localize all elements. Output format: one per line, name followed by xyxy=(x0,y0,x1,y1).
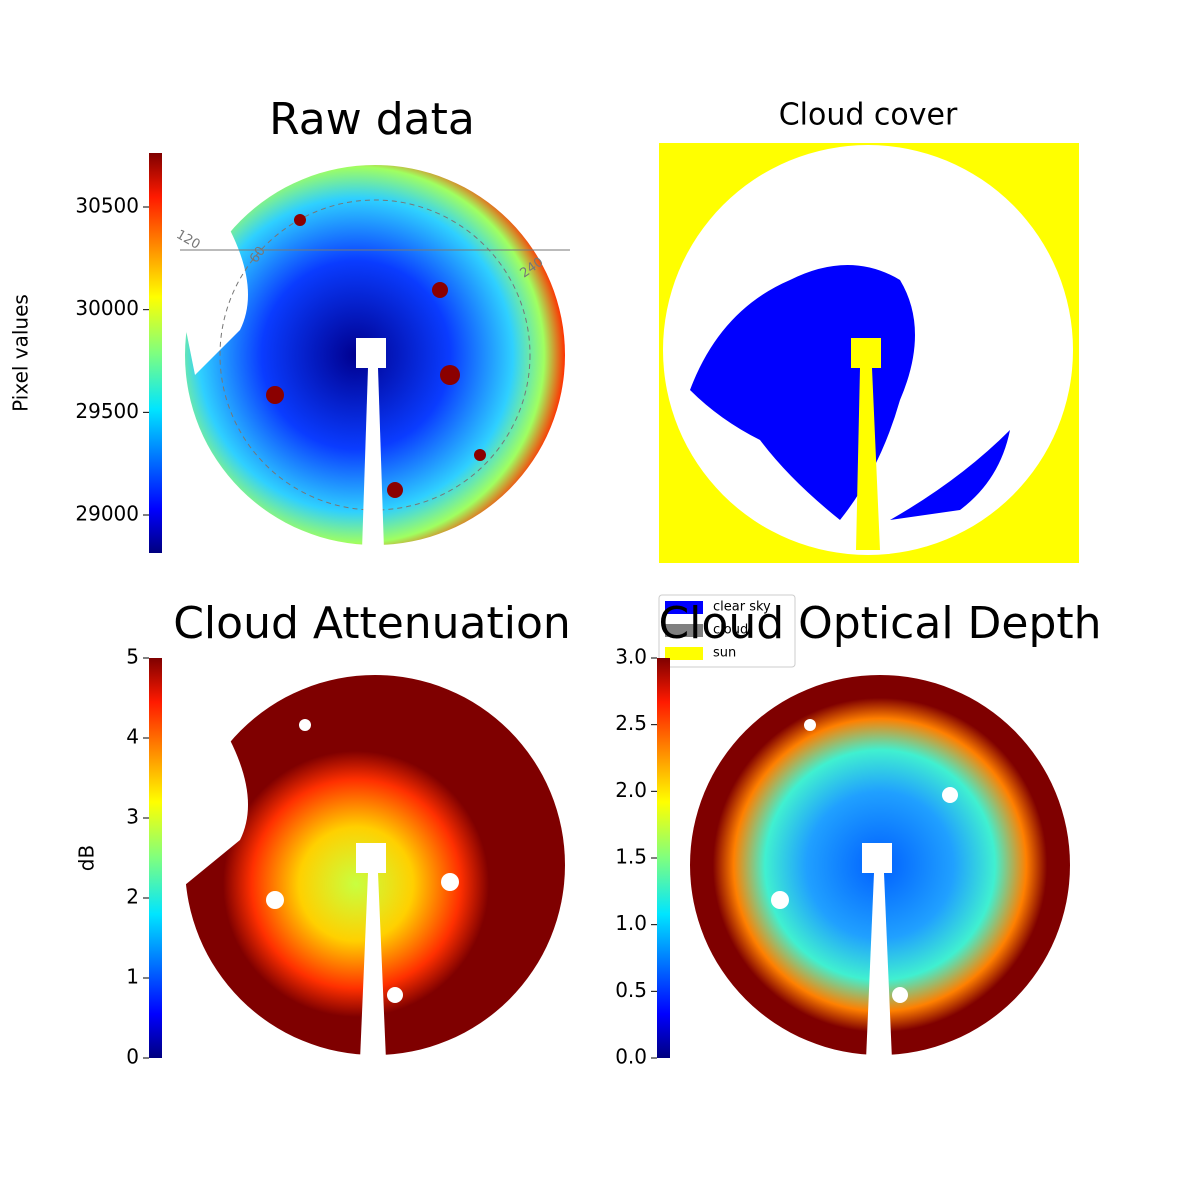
colorbar-tick-label: 0 xyxy=(126,1045,139,1069)
legend-label: sun xyxy=(713,646,736,661)
colorbar-tick-label: 0.0 xyxy=(615,1045,647,1069)
colorbar-tick-label: 30000 xyxy=(75,296,139,320)
colorbar-tick-label: 1.0 xyxy=(615,911,647,935)
colorbar-tick-label: 29500 xyxy=(75,399,139,423)
colorbar-tick-label: 3 xyxy=(126,805,139,829)
polar-label: 120 xyxy=(173,227,202,252)
colorbar-tick-label: 3.0 xyxy=(615,645,647,669)
cloud-cover-image xyxy=(659,143,1079,563)
colorbar-tick-label: 2 xyxy=(126,885,139,909)
colorbar-tick-label: 1 xyxy=(126,965,139,989)
colorbar xyxy=(657,658,670,1058)
colorbar-label: dB xyxy=(75,845,99,871)
colorbar xyxy=(149,658,162,1058)
colorbar xyxy=(149,153,162,553)
legend-swatch xyxy=(665,601,703,614)
colorbar-tick-label: 1.5 xyxy=(615,845,647,869)
panel-title: Cloud Optical Depth xyxy=(658,598,1101,649)
colorbar-tick-label: 30500 xyxy=(75,194,139,218)
raw-image xyxy=(180,165,570,550)
legend-swatch xyxy=(665,647,703,660)
colorbar-tick-label: 5 xyxy=(126,645,139,669)
panel-title: Raw data xyxy=(269,94,475,145)
panel-title: Cloud Attenuation xyxy=(173,598,571,649)
colorbar-tick-label: 2.5 xyxy=(615,711,647,735)
colorbar-tick-label: 2.0 xyxy=(615,778,647,802)
colorbar-tick-label: 4 xyxy=(126,725,139,749)
colorbar-label: Pixel values xyxy=(9,294,33,412)
panel-title: Cloud cover xyxy=(779,98,958,133)
colorbar-tick-label: 29000 xyxy=(75,502,139,526)
legend-swatch xyxy=(665,624,703,637)
attenuation-image xyxy=(180,675,565,1060)
optical-depth-image xyxy=(690,675,1070,1060)
legend-label: cloud xyxy=(713,623,748,638)
colorbar-tick-label: 0.5 xyxy=(615,978,647,1002)
legend-label: clear sky xyxy=(713,600,771,615)
